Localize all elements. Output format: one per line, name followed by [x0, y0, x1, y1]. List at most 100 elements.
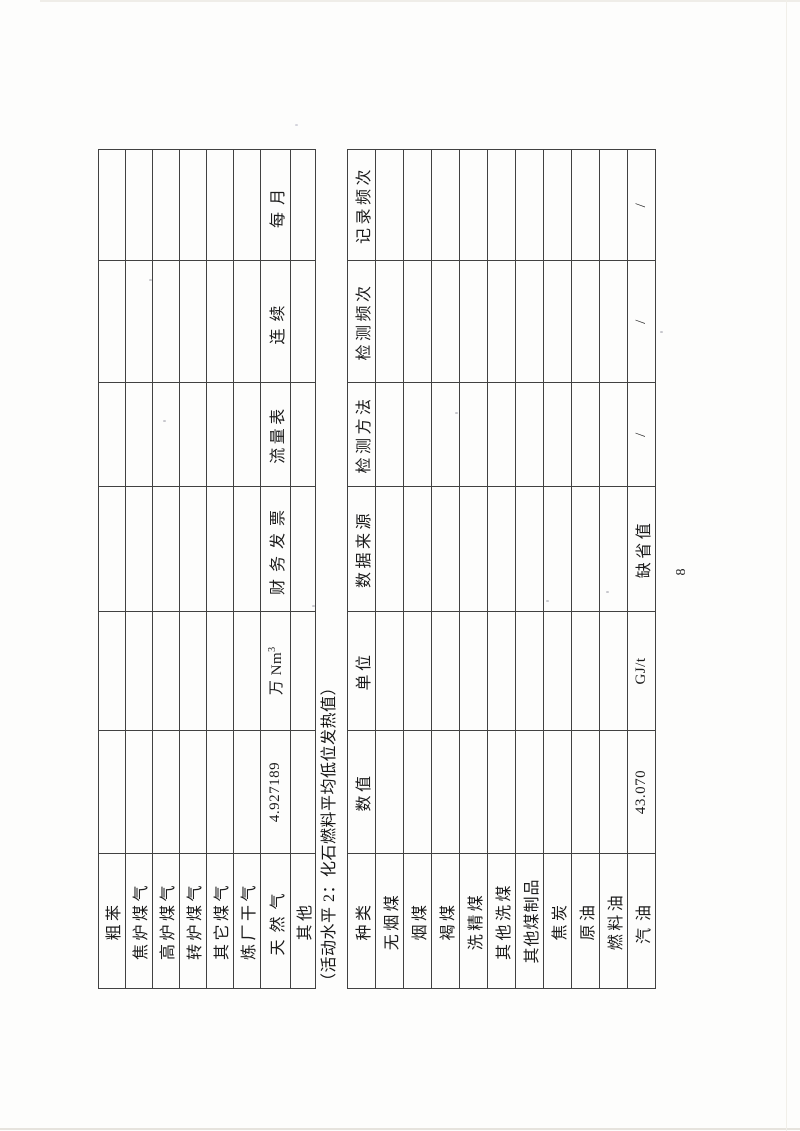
source-cell: 财务发票: [260, 486, 291, 612]
column-header-record-freq: 记录频次: [347, 149, 376, 261]
record-freq-cell: [459, 149, 488, 261]
record-freq-cell: [290, 149, 316, 261]
value-cell: [459, 730, 488, 854]
table-row: 转炉煤气: [179, 149, 207, 989]
row-label: 焦炉煤气: [125, 853, 153, 989]
table-row: 粗苯: [98, 149, 126, 989]
row-label: 其他洗煤: [487, 853, 516, 989]
value-cell: [233, 730, 261, 854]
scan-speck: [295, 124, 298, 126]
row-label: 其他煤制品: [515, 853, 544, 989]
column-header-source: 数据来源: [347, 486, 376, 612]
row-label: 洗精煤: [459, 853, 488, 989]
table-row: 其他洗煤: [487, 149, 516, 989]
record-freq-cell: [233, 149, 261, 261]
monitor-freq-cell: [543, 260, 572, 383]
record-freq-cell: [487, 149, 516, 261]
monitor-freq-cell: [459, 260, 488, 383]
monitor-freq-cell: [290, 260, 316, 383]
monitor-freq-cell: [403, 260, 432, 383]
monitor-freq-cell: [431, 260, 460, 383]
record-freq-cell: [431, 149, 460, 261]
method-cell: [290, 382, 316, 487]
monitor-freq-cell: [375, 260, 404, 383]
table-row: 无烟煤: [375, 149, 404, 989]
value-cell: 43.070: [627, 730, 656, 854]
method-cell: [125, 382, 153, 487]
value-cell: [179, 730, 207, 854]
monitor-freq-cell: [599, 260, 628, 383]
unit-exponent: 3: [267, 646, 278, 652]
table-header-row: 种类 数值 单位 数据来源 检测方法 检测频次 记录频次: [347, 149, 376, 989]
record-freq-cell: [515, 149, 544, 261]
row-label: 天然气: [260, 853, 291, 989]
section-title: （活动水平 2：化石燃料平均低位发热值）: [321, 678, 338, 989]
value-cell: [403, 730, 432, 854]
column-header-type: 种类: [347, 853, 376, 989]
row-label: 汽油: [627, 853, 656, 989]
value-cell: [375, 730, 404, 854]
row-label: 炼厂干气: [233, 853, 261, 989]
value-cell: [98, 730, 126, 854]
row-label: 无烟煤: [375, 853, 404, 989]
scan-speck: [312, 605, 315, 607]
column-header-method: 检测方法: [347, 382, 376, 487]
monitor-freq-cell: 连续: [260, 260, 291, 383]
source-cell: [290, 486, 316, 612]
method-cell: [459, 382, 488, 487]
method-cell: [403, 382, 432, 487]
monitor-freq-cell: [98, 260, 126, 383]
unit-cell: [98, 611, 126, 731]
record-freq-cell: /: [627, 149, 656, 261]
value-cell: [152, 730, 180, 854]
monitor-freq-cell: [515, 260, 544, 383]
scan-edge-bottom: [0, 1128, 800, 1130]
value-cell: [206, 730, 234, 854]
record-freq-cell: [403, 149, 432, 261]
source-cell: [125, 486, 153, 612]
value-cell: [599, 730, 628, 854]
table-row: 洗精煤: [459, 149, 488, 989]
record-freq-cell: [599, 149, 628, 261]
record-freq-cell: [179, 149, 207, 261]
monitor-freq-cell: [206, 260, 234, 383]
method-cell: [233, 382, 261, 487]
record-freq-cell: [206, 149, 234, 261]
value-cell: [515, 730, 544, 854]
unit-cell: [515, 611, 544, 731]
calorific-value-table: 种类 数值 单位 数据来源 检测方法 检测频次 记录频次 无烟煤: [347, 149, 656, 989]
source-cell: 缺省值: [627, 486, 656, 612]
method-cell: [98, 382, 126, 487]
source-cell: [233, 486, 261, 612]
row-label: 其他: [290, 853, 316, 989]
method-cell: [375, 382, 404, 487]
monitor-freq-cell: [179, 260, 207, 383]
column-header-monitor-freq: 检测频次: [347, 260, 376, 383]
table-row: 高炉煤气: [152, 149, 180, 989]
table-row: 其它煤气: [206, 149, 234, 989]
column-header-unit: 单位: [347, 611, 376, 731]
unit-cell: [206, 611, 234, 731]
row-label: 其它煤气: [206, 853, 234, 989]
value-cell: [571, 730, 600, 854]
scan-speck: [546, 600, 549, 602]
table-row: 其他: [290, 149, 316, 989]
method-cell: [152, 382, 180, 487]
monitor-freq-cell: [571, 260, 600, 383]
activity-data-table: 粗苯 焦炉煤气 高炉煤气: [98, 149, 316, 989]
value-cell: [487, 730, 516, 854]
value-cell: [125, 730, 153, 854]
page-number: 8: [674, 568, 689, 576]
record-freq-cell: [375, 149, 404, 261]
unit-cell: GJ/t: [627, 611, 656, 731]
row-label: 烟煤: [403, 853, 432, 989]
table-row: 其他煤制品: [515, 149, 544, 989]
column-header-value: 数值: [347, 730, 376, 854]
row-label: 褐煤: [431, 853, 460, 989]
unit-cell: [179, 611, 207, 731]
table-row-natural-gas: 天然气 4.927189 万 Nm3 财务发票 流量表 连续 每月: [260, 149, 291, 989]
source-cell: [98, 486, 126, 612]
source-cell: [599, 486, 628, 612]
method-cell: [206, 382, 234, 487]
scan-edge-right: [786, 0, 787, 1131]
